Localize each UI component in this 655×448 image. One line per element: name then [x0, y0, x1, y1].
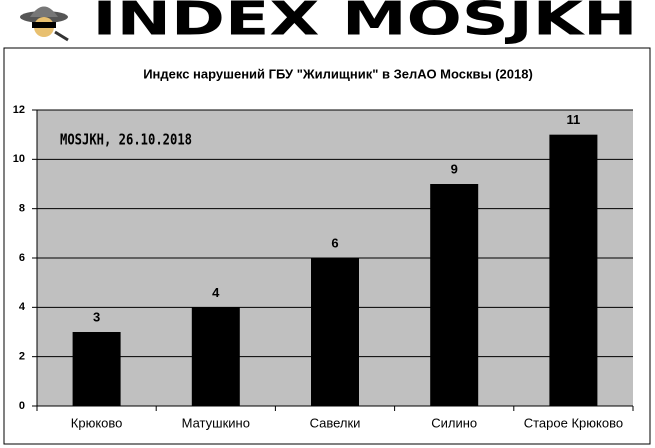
- x-tick-label: Матушкино: [182, 415, 250, 430]
- bar: [430, 184, 479, 406]
- logo-text: INDEX MOSJKH: [93, 0, 638, 46]
- data-label: 11: [567, 112, 581, 127]
- y-tick-label: 8: [19, 203, 25, 215]
- x-tick-label: Крюково: [71, 415, 123, 430]
- data-label: 6: [331, 235, 338, 250]
- data-label: 4: [212, 285, 220, 300]
- bar: [191, 307, 240, 406]
- annotation: MOSJKH, 26.10.2018: [60, 131, 192, 149]
- bar: [72, 332, 121, 406]
- x-tick-label: Савелки: [310, 415, 361, 430]
- chart-title: Индекс нарушений ГБУ "Жилищник" в ЗелАО …: [143, 66, 533, 81]
- x-tick-label: Силино: [431, 415, 477, 430]
- data-label: 3: [93, 309, 100, 324]
- data-label: 9: [451, 161, 458, 176]
- bar: [549, 134, 598, 406]
- bar: [311, 258, 359, 406]
- y-tick-label: 12: [13, 104, 25, 116]
- y-tick-label: 4: [19, 301, 26, 313]
- y-tick-label: 2: [19, 351, 25, 363]
- logo-icon: [20, 6, 69, 42]
- y-tick-label: 6: [19, 252, 25, 264]
- x-tick-label: Старое Крюково: [524, 415, 623, 430]
- y-tick-label: 10: [13, 153, 25, 165]
- y-tick-label: 0: [19, 400, 25, 412]
